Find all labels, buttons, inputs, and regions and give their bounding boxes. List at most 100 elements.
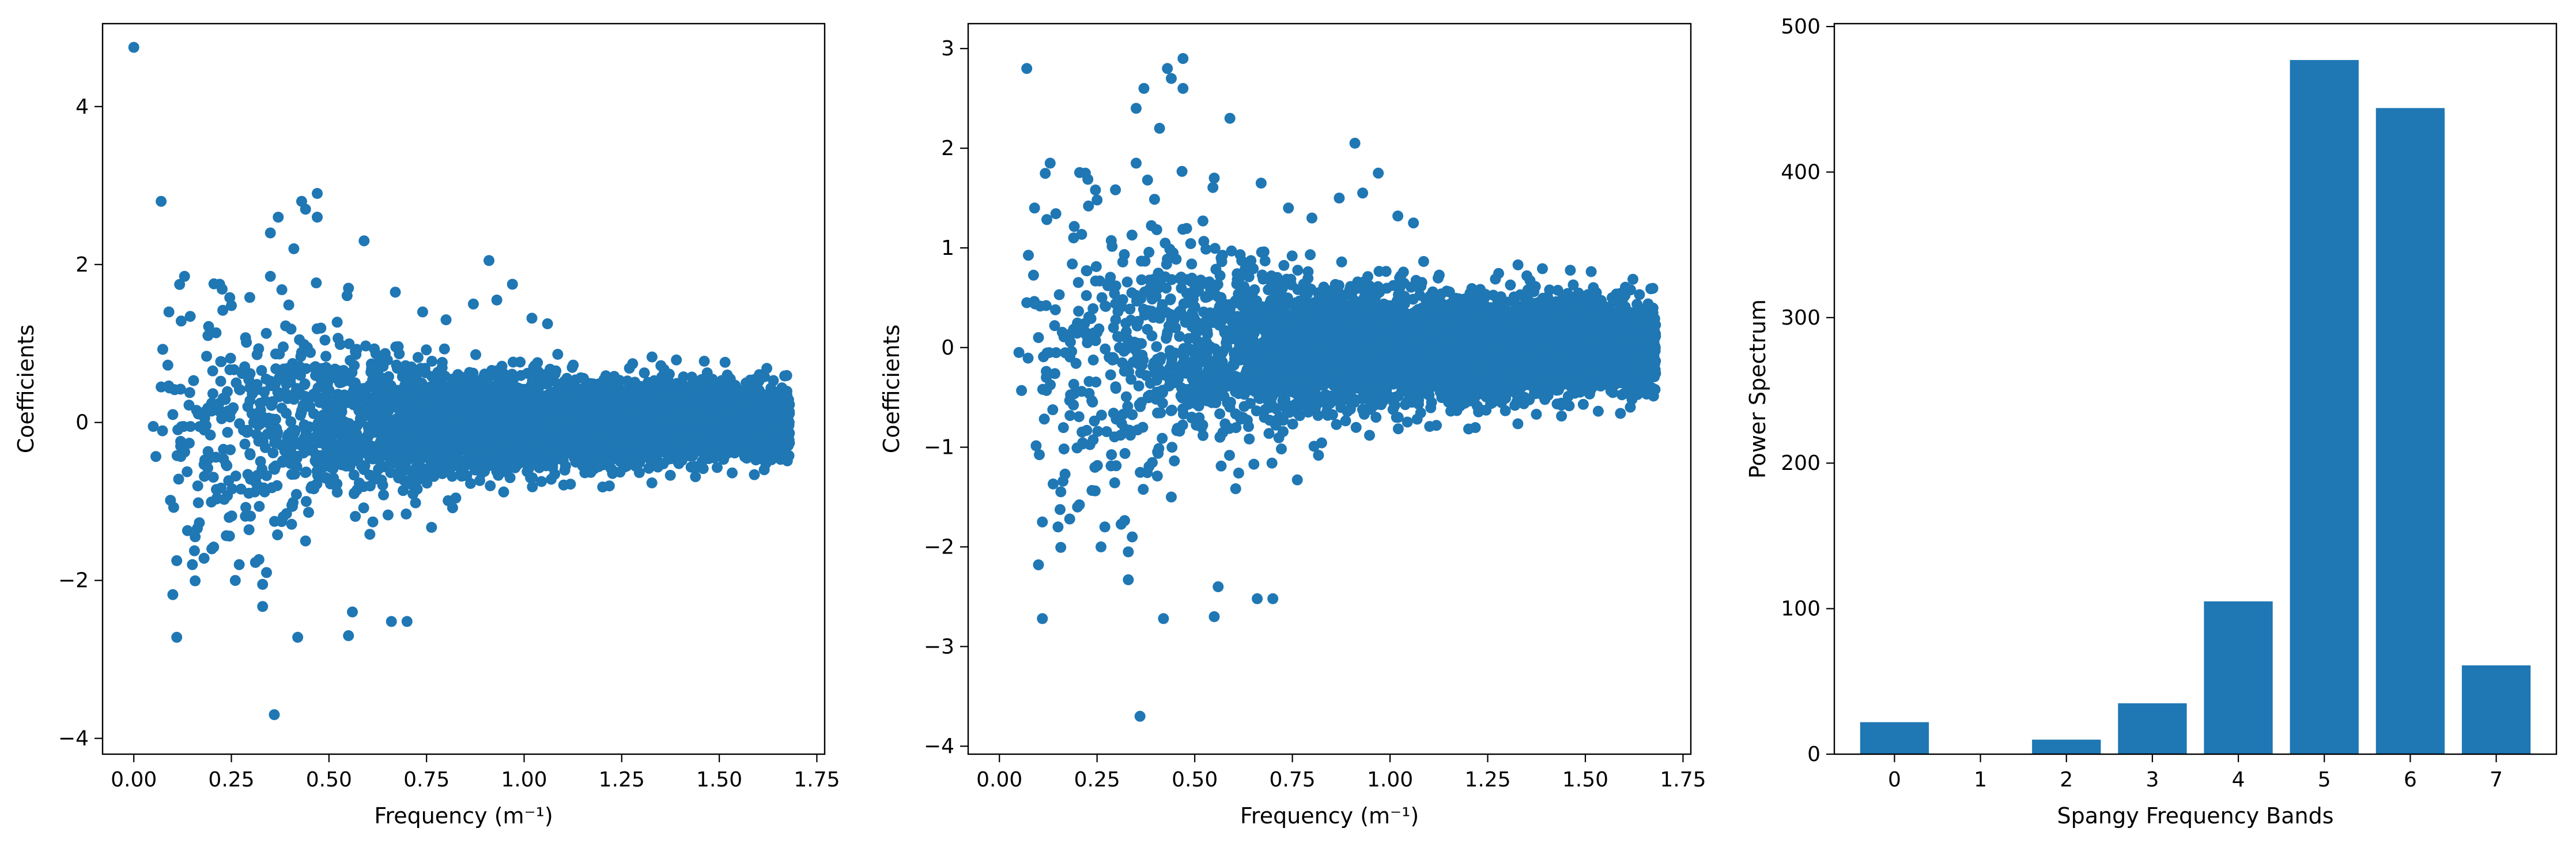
data-point xyxy=(244,448,256,460)
data-point xyxy=(184,311,196,322)
data-point xyxy=(337,453,348,464)
data-point xyxy=(325,397,336,409)
data-point xyxy=(224,364,236,375)
data-point xyxy=(383,371,394,382)
data-point xyxy=(182,525,193,536)
data-point xyxy=(343,338,355,349)
data-point xyxy=(172,424,184,435)
data-point xyxy=(266,482,278,494)
data-point xyxy=(420,367,431,378)
data-point xyxy=(697,456,708,467)
data-point xyxy=(254,481,265,493)
data-point xyxy=(609,371,620,382)
data-point xyxy=(465,478,476,489)
data-point xyxy=(570,399,581,411)
data-point xyxy=(235,384,245,396)
data-point xyxy=(334,339,346,350)
data-point xyxy=(300,466,312,478)
data-point xyxy=(336,377,348,388)
data-point xyxy=(394,404,405,416)
data-point xyxy=(664,469,676,481)
data-point xyxy=(343,418,355,429)
data-point xyxy=(269,437,281,449)
data-point xyxy=(348,397,359,409)
data-point xyxy=(758,464,770,476)
data-point xyxy=(202,446,214,457)
panel-scatter-1: 0.00 0.25 0.50 0.75 1.00 1.25 1.50 1.75 −4−2024… xyxy=(13,22,840,829)
data-point xyxy=(311,391,322,403)
data-point xyxy=(286,499,297,511)
data-point xyxy=(287,358,299,369)
data-point xyxy=(198,459,210,470)
data-point xyxy=(203,321,214,332)
data-point xyxy=(554,379,565,390)
data-point xyxy=(532,399,544,411)
data-point xyxy=(245,510,256,522)
data-point xyxy=(527,472,538,484)
data-point xyxy=(253,435,265,447)
data-point xyxy=(256,365,267,377)
data-point xyxy=(157,344,168,355)
data-point xyxy=(328,472,339,484)
data-point xyxy=(622,375,633,387)
data-point xyxy=(207,388,218,400)
data-point xyxy=(185,421,196,432)
data-point xyxy=(216,483,227,494)
data-point xyxy=(398,485,409,496)
data-point xyxy=(456,470,467,482)
data-point xyxy=(255,397,266,409)
data-point xyxy=(382,354,393,366)
data-point xyxy=(199,470,210,482)
data-point xyxy=(266,400,277,411)
data-point xyxy=(401,509,412,520)
data-point xyxy=(371,384,382,396)
data-point xyxy=(173,473,184,485)
data-point xyxy=(190,531,201,543)
data-point xyxy=(299,379,310,390)
data-point xyxy=(350,511,361,522)
data-point xyxy=(676,455,688,466)
data-point xyxy=(215,375,226,387)
data-point xyxy=(554,390,565,401)
data-point xyxy=(308,483,320,495)
data-point xyxy=(351,428,362,439)
data-point xyxy=(276,284,288,295)
data-point xyxy=(391,363,403,374)
data-point xyxy=(367,516,379,528)
data-point xyxy=(201,420,211,431)
data-point xyxy=(327,461,339,472)
data-point xyxy=(338,435,350,447)
data-point xyxy=(470,349,481,360)
data-point xyxy=(426,356,437,367)
data-point xyxy=(251,349,263,360)
data-point xyxy=(349,488,360,499)
data-point xyxy=(527,481,538,492)
data-point xyxy=(225,444,236,456)
data-point xyxy=(646,351,658,363)
data-point xyxy=(317,410,328,421)
data-point xyxy=(775,454,786,465)
data-point xyxy=(507,356,519,368)
data-point xyxy=(182,466,193,477)
data-point xyxy=(549,368,561,379)
data-point xyxy=(639,367,650,379)
data-point xyxy=(485,480,496,491)
data-point xyxy=(239,438,251,450)
data-point xyxy=(754,369,765,381)
data-point xyxy=(541,378,553,390)
data-point xyxy=(184,387,195,398)
data-point xyxy=(498,486,509,498)
data-point xyxy=(248,408,259,420)
data-point xyxy=(175,315,187,327)
data-point xyxy=(188,545,200,556)
data-point xyxy=(474,475,485,486)
data-point xyxy=(415,378,426,389)
data-point xyxy=(283,299,294,311)
data-point xyxy=(207,472,219,483)
data-point xyxy=(712,462,723,473)
data-point xyxy=(727,467,738,479)
data-point xyxy=(378,489,389,500)
data-point xyxy=(396,424,408,435)
data-point xyxy=(456,430,467,442)
data-point xyxy=(685,442,696,454)
